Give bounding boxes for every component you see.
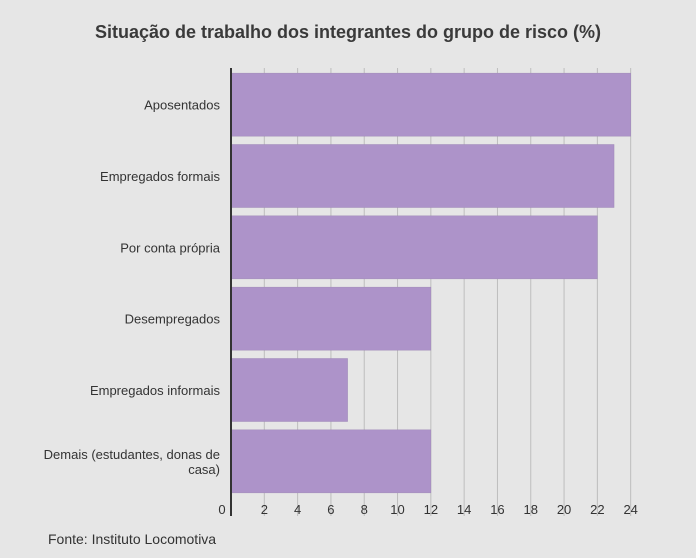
bars [230,72,631,494]
bar [230,144,615,208]
x-tick-label: 20 [557,502,571,517]
x-tick-label: 18 [524,502,538,517]
x-tick-label: 10 [390,502,404,517]
x-tick-label: 12 [424,502,438,517]
bar [230,429,432,494]
category-label: Empregados formais [100,169,220,184]
x-tick-label: 6 [327,502,334,517]
bar [230,215,598,280]
category-label: casa) [188,462,220,477]
x-tick-label: 0 [218,502,225,517]
x-tick-label: 14 [457,502,471,517]
x-tick-label: 22 [590,502,604,517]
x-tick-labels: 0 2 4 6 8 10 12 14 16 18 20 22 24 [218,502,638,517]
category-label: Demais (estudantes, donas de [44,447,220,462]
category-label: Desempregados [125,312,221,327]
x-tick-label: 8 [361,502,368,517]
bar [230,358,348,422]
category-labels: Aposentados Empregados formais Por conta p… [44,98,221,477]
category-label: Aposentados [144,98,220,113]
x-tick-label: 24 [623,502,637,517]
category-label: Empregados informais [90,383,221,398]
x-tick-label: 2 [261,502,268,517]
bar [230,72,631,137]
source-note: Fonte: Instituto Locomotiva [48,531,217,547]
category-label: Por conta própria [120,240,220,255]
x-tick-label: 16 [490,502,504,517]
x-tick-label: 4 [294,502,301,517]
chart-title: Situação de trabalho dos integrantes do … [94,22,602,42]
bar [230,286,432,351]
